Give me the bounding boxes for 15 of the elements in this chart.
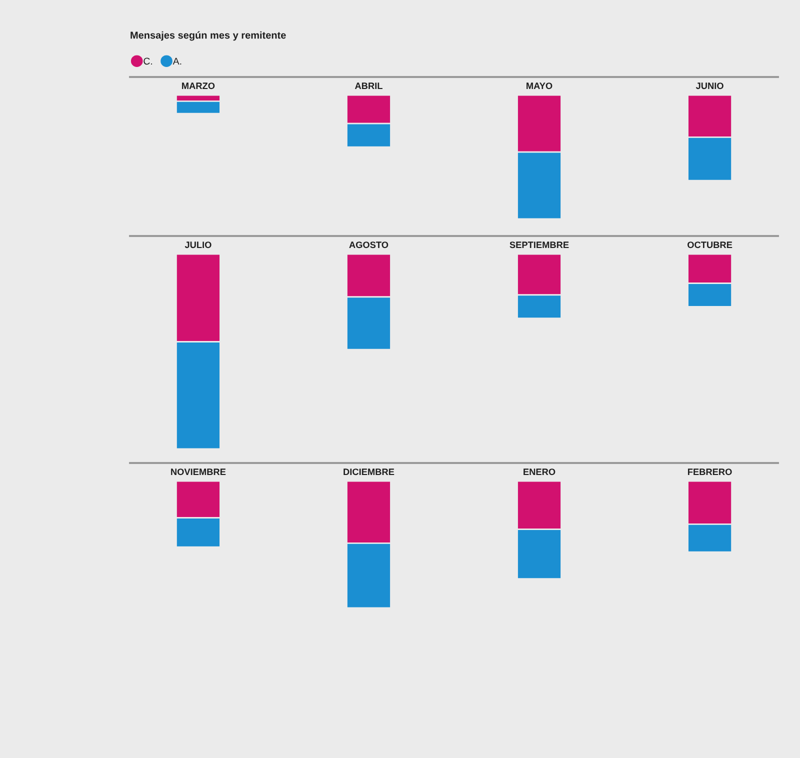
x-tick-label: AGOSTO: [349, 242, 388, 248]
chart-title: Mensajes según mes y remitente: [130, 31, 286, 41]
x-tick-label: ABRIL: [354, 82, 382, 89]
x-tick-label: FEBRERO: [688, 468, 732, 476]
x-tick-label: JUNIO: [696, 82, 724, 90]
legend-label: C.: [144, 58, 152, 65]
x-tick-label: ENERO: [524, 468, 556, 476]
legend-label: A.: [172, 58, 182, 65]
x-tick-label: NOVIEMBRE: [171, 468, 226, 476]
x-tick-label: SEPTIEMBRE: [510, 242, 569, 248]
x-tick-label: OCTUBRE: [688, 242, 732, 248]
x-tick-label: DICIEMBRE: [344, 468, 394, 476]
x-tick-label: MAYO: [526, 82, 552, 90]
x-tick-label: JULIO: [184, 242, 212, 248]
x-tick-label: MARZO: [182, 82, 215, 90]
